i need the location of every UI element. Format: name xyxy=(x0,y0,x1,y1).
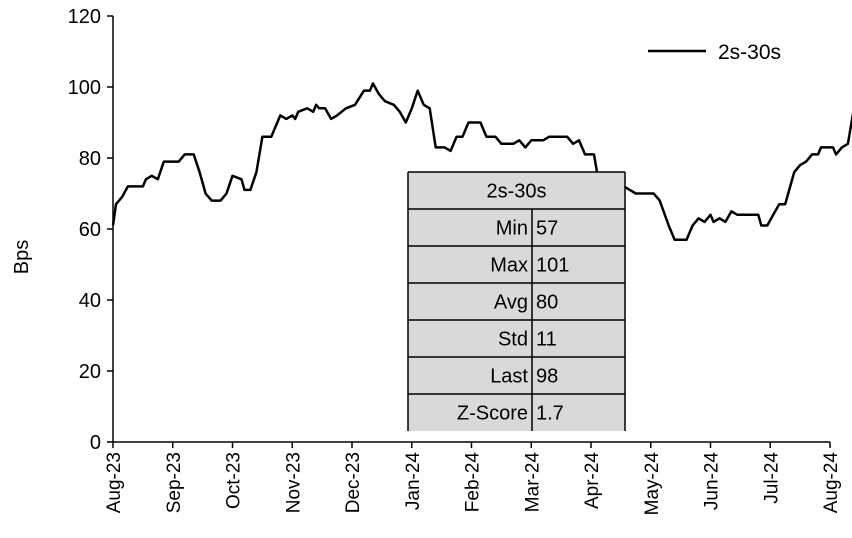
table-row-label: Min xyxy=(496,218,528,240)
y-axis-label: Bps xyxy=(11,240,33,274)
x-tick-label: Nov-23 xyxy=(283,452,304,513)
x-tick-label: Sep-23 xyxy=(164,452,185,513)
x-tick-label: May-24 xyxy=(642,452,663,516)
x-tick-label: Jun-24 xyxy=(702,452,723,511)
table-row-label: Std xyxy=(498,329,528,351)
legend: 2s-30s xyxy=(648,41,781,64)
series-line-0 xyxy=(111,82,852,241)
table-row-label: Max xyxy=(490,255,528,277)
table-row-value: 1.7 xyxy=(536,403,564,425)
x-tick-label: Jan-24 xyxy=(403,452,424,511)
y-tick-label: 120 xyxy=(68,6,101,28)
table-background xyxy=(408,172,625,431)
x-tick-label: Feb-24 xyxy=(463,452,484,513)
stats-table: 2s-30s Min 57 Max 101 Avg 80 Std 11 Last 98 Z-Score… xyxy=(407,171,626,431)
x-tick-label: Aug-24 xyxy=(821,452,842,514)
x-tick-label: Apr-24 xyxy=(582,452,603,509)
table-row-value: 80 xyxy=(536,292,558,314)
x-tick-label: Dec-23 xyxy=(343,452,364,513)
legend-label: 2s-30s xyxy=(718,41,781,64)
x-tick-label: Mar-24 xyxy=(522,452,543,513)
y-tick-label: 40 xyxy=(79,290,101,312)
axes: 0 20 40 60 80 100 120 Aug-23 Sep-23 Oct-23 Nov-23 D… xyxy=(68,6,842,515)
x-tick-label: Jul-24 xyxy=(761,452,782,504)
table-row-value: 101 xyxy=(536,255,569,277)
y-tick-label: 60 xyxy=(79,219,101,241)
table-row-value: 57 xyxy=(536,218,558,240)
y-tick-label: 80 xyxy=(79,148,101,170)
table-row-label: Z-Score xyxy=(457,403,528,425)
table-row-value: 98 xyxy=(536,366,558,388)
table-row-label: Avg xyxy=(494,292,528,314)
y-tick-label: 100 xyxy=(68,77,101,99)
x-tick-label: Oct-23 xyxy=(224,452,245,509)
table-row-value: 11 xyxy=(536,329,557,351)
y-tick-label: 20 xyxy=(79,361,101,383)
plot-area xyxy=(111,82,852,241)
x-tick-label: Aug-23 xyxy=(104,452,125,513)
y-tick-label: 0 xyxy=(90,432,101,454)
table-header: 2s-30s xyxy=(486,181,546,203)
table-row-label: Last xyxy=(490,366,528,388)
